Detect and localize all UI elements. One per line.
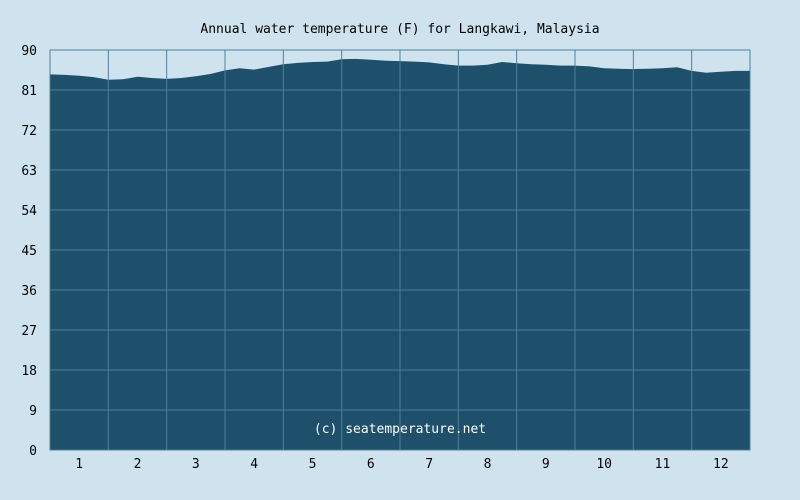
- x-tick-label: 7: [425, 457, 433, 472]
- y-tick-label: 63: [21, 164, 37, 179]
- y-tick-label: 9: [29, 404, 37, 419]
- x-tick-label: 10: [596, 457, 612, 472]
- x-tick-label: 4: [250, 457, 258, 472]
- watermark-text: (c) seatemperature.net: [314, 422, 486, 437]
- x-tick-label: 6: [367, 457, 375, 472]
- y-axis: 0 9 18 27 36 45 54 63 72 81 90: [21, 44, 37, 459]
- y-tick-label: 27: [21, 324, 37, 339]
- plot-border: [49, 49, 751, 451]
- x-tick-label: 3: [192, 457, 200, 472]
- y-tick-label: 81: [21, 84, 37, 99]
- y-tick-label: 0: [29, 444, 37, 459]
- y-tick-label: 36: [21, 284, 37, 299]
- y-tick-label: 54: [21, 204, 37, 219]
- x-tick-label: 1: [75, 457, 83, 472]
- y-tick-label: 72: [21, 124, 37, 139]
- x-tick-label: 11: [655, 457, 671, 472]
- chart-title: Annual water temperature (F) for Langkaw…: [200, 22, 599, 37]
- x-axis: 1 2 3 4 5 6 7 8 9 10 11 12: [75, 457, 728, 472]
- x-tick-label: 12: [713, 457, 729, 472]
- x-tick-label: 2: [134, 457, 142, 472]
- x-tick-label: 9: [542, 457, 550, 472]
- plot-area: [49, 49, 751, 451]
- x-tick-label: 8: [484, 457, 492, 472]
- y-tick-label: 45: [21, 244, 37, 259]
- y-tick-label: 18: [21, 364, 37, 379]
- y-tick-label: 90: [21, 44, 37, 59]
- x-tick-label: 5: [309, 457, 317, 472]
